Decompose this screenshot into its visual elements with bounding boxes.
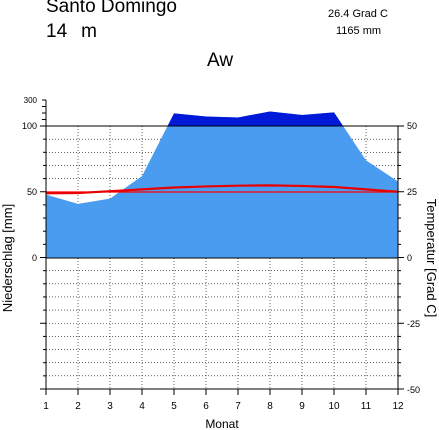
annual-precipitation: 1165 mm xyxy=(336,25,382,37)
x-tick-label: 9 xyxy=(299,401,305,412)
x-tick-label: 2 xyxy=(75,401,81,412)
precipitation-over-100-area xyxy=(167,111,344,126)
x-tick-label: 3 xyxy=(107,401,113,412)
elevation: 14 m xyxy=(46,21,97,43)
grid xyxy=(46,126,398,389)
x-axis-label: Monat xyxy=(205,417,239,430)
x-tick-labels: 1 2 3 4 5 6 7 8 9 10 11 12 xyxy=(43,401,404,412)
left-tick-label: 100 xyxy=(22,121,37,131)
right-axis-label: Temperatur [Grad C] xyxy=(424,199,439,318)
right-tick-label: 50 xyxy=(407,121,417,131)
x-tick-label: 6 xyxy=(203,401,209,412)
left-axis-label: Niederschlag [mm] xyxy=(0,204,15,312)
elevation-unit: m xyxy=(81,21,97,42)
x-tick-label: 11 xyxy=(361,401,372,412)
right-tick-label: 0 xyxy=(407,253,412,263)
x-tick-label: 1 xyxy=(43,401,49,412)
x-tick-label: 4 xyxy=(139,401,145,412)
left-tick-label: 300 xyxy=(24,96,38,105)
right-tick-label: -25 xyxy=(407,319,420,329)
mean-temperature: 26.4 Grad C xyxy=(328,8,388,20)
temperature-line xyxy=(45,184,399,195)
right-tick-labels: 50 25 0 -25 -50 xyxy=(407,121,420,395)
x-tick-label: 7 xyxy=(235,401,241,412)
x-tick-label: 12 xyxy=(392,401,404,412)
station-name: Santo Domingo xyxy=(46,0,177,17)
x-tick-label: 10 xyxy=(328,401,340,412)
climate-class: Aw xyxy=(207,50,234,71)
precipitation-area xyxy=(46,111,398,258)
left-tick-label: 0 xyxy=(32,253,37,263)
elevation-value: 14 xyxy=(46,21,68,42)
left-tick-label: 50 xyxy=(27,187,37,197)
x-tick-label: 8 xyxy=(267,401,273,412)
right-tick-label: 25 xyxy=(407,187,417,197)
tick-marks xyxy=(40,99,404,395)
x-tick-label: 5 xyxy=(171,401,177,412)
left-tick-labels: 300 100 50 0 xyxy=(22,96,38,263)
right-tick-label: -50 xyxy=(407,385,420,395)
